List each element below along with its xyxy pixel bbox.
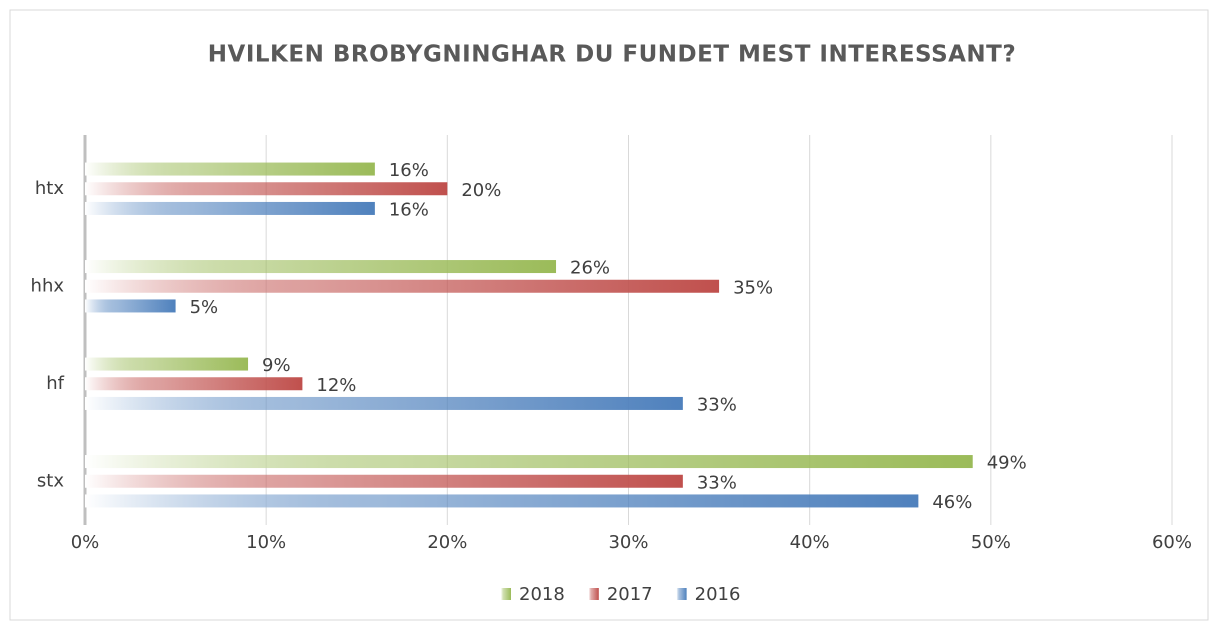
data-label: 20% (461, 180, 501, 201)
data-label: 26% (570, 258, 610, 279)
data-label: 5% (190, 297, 219, 318)
chart-border (9, 9, 1209, 621)
y-tick-label: stx (37, 470, 64, 491)
legend-swatch (501, 588, 511, 600)
y-tick-label: htx (35, 178, 64, 199)
x-tick-label: 40% (790, 532, 830, 553)
bar (85, 201, 375, 215)
legend-label: 2016 (695, 584, 741, 605)
data-label: 46% (932, 492, 972, 513)
y-tick-label: hf (46, 373, 64, 394)
data-label: 16% (389, 199, 429, 220)
legend-swatch (588, 588, 599, 600)
bar (85, 494, 919, 508)
data-label: 35% (733, 277, 773, 298)
bar (85, 182, 448, 196)
bar (85, 396, 683, 410)
x-tick-label: 30% (608, 532, 648, 553)
bar (85, 260, 557, 274)
x-tick-label: 60% (1152, 532, 1192, 553)
data-label: 33% (697, 394, 737, 415)
bar (85, 357, 249, 371)
data-label: 33% (697, 472, 737, 493)
data-label: 49% (987, 453, 1027, 474)
chart-title: HVILKEN BROBYGNINGHAR DU FUNDET MEST INT… (208, 42, 1016, 68)
bar (85, 455, 973, 469)
x-tick-label: 0% (71, 532, 100, 553)
bar (85, 377, 303, 391)
bar (85, 279, 720, 293)
legend-label: 2017 (607, 584, 653, 605)
legend-swatch (676, 588, 687, 600)
y-tick-label: hhx (31, 275, 65, 296)
x-tick-label: 20% (427, 532, 467, 553)
x-tick-label: 10% (246, 532, 286, 553)
legend-label: 2018 (519, 584, 565, 605)
bar (85, 162, 375, 176)
data-label: 12% (316, 375, 356, 396)
bar (85, 299, 176, 313)
data-label: 16% (389, 160, 429, 181)
x-tick-label: 50% (971, 532, 1011, 553)
data-label: 9% (262, 355, 291, 376)
bar (85, 474, 683, 488)
